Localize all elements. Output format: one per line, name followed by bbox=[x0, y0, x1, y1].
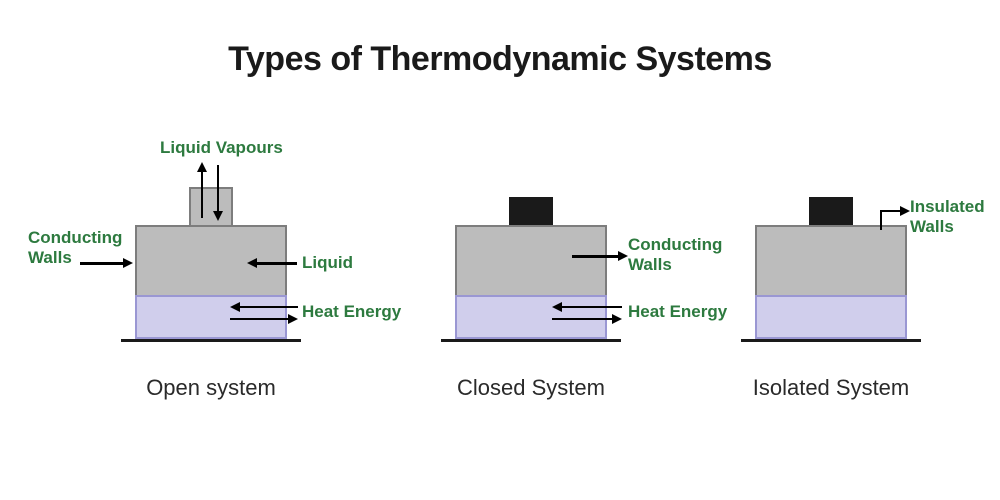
arrow-heat-open-out bbox=[230, 318, 290, 320]
arrow-heat-closed-in-head bbox=[552, 302, 562, 312]
isolated-system-label: Isolated System bbox=[744, 375, 918, 401]
vapour-arrow-down bbox=[217, 165, 219, 213]
arrow-conducting-open bbox=[80, 262, 125, 265]
open-liquid bbox=[135, 295, 287, 339]
open-container bbox=[135, 225, 287, 297]
arrow-heat-closed-out-head bbox=[612, 314, 622, 324]
arrow-insulated-h bbox=[880, 210, 902, 212]
vapour-arrow-up bbox=[201, 170, 203, 218]
label-vapours: Liquid Vapours bbox=[160, 138, 283, 158]
arrow-heat-open-in bbox=[238, 306, 298, 308]
label-heat-closed: Heat Energy bbox=[628, 302, 727, 322]
vapour-arrow-up-head bbox=[197, 162, 207, 172]
open-neck bbox=[189, 187, 233, 227]
arrow-heat-open-in-head bbox=[230, 302, 240, 312]
closed-container bbox=[455, 225, 607, 297]
arrow-heat-closed-in bbox=[560, 306, 622, 308]
vapour-arrow-down-head bbox=[213, 211, 223, 221]
label-insulated: Insulated Walls bbox=[910, 197, 985, 236]
arrow-insulated-head bbox=[900, 206, 910, 216]
isolated-piston bbox=[809, 197, 853, 227]
closed-piston bbox=[509, 197, 553, 227]
closed-liquid bbox=[455, 295, 607, 339]
label-heat-open: Heat Energy bbox=[302, 302, 401, 322]
page-title: Types of Thermodynamic Systems bbox=[0, 40, 1000, 79]
arrow-liquid-head bbox=[247, 258, 257, 268]
isolated-baseline bbox=[741, 339, 921, 342]
open-baseline bbox=[121, 339, 301, 342]
arrow-conducting-closed-head bbox=[618, 251, 628, 261]
arrow-heat-closed-out bbox=[552, 318, 614, 320]
arrow-liquid bbox=[255, 262, 297, 265]
open-system-label: Open system bbox=[130, 375, 292, 401]
arrow-conducting-open-head bbox=[123, 258, 133, 268]
closed-baseline bbox=[441, 339, 621, 342]
arrow-heat-open-out-head bbox=[288, 314, 298, 324]
isolated-liquid bbox=[755, 295, 907, 339]
arrow-insulated-v bbox=[880, 210, 882, 230]
arrow-conducting-closed bbox=[572, 255, 620, 258]
label-conducting-closed: Conducting Walls bbox=[628, 235, 722, 274]
label-liquid: Liquid bbox=[302, 253, 353, 273]
closed-system-label: Closed System bbox=[448, 375, 614, 401]
isolated-container bbox=[755, 225, 907, 297]
